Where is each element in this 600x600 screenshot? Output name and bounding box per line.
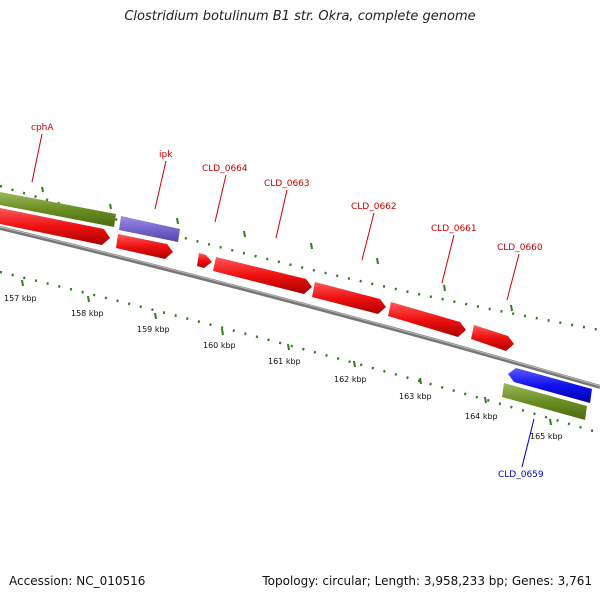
ruler-tick-label: 162 kbp: [334, 375, 367, 384]
ruler-tick-label: 157 kbp: [4, 294, 37, 303]
outer-major-tick: [443, 284, 446, 292]
gene-cphA-gene-bar[interactable]: [0, 192, 116, 227]
gene-cphA-cds-arrow[interactable]: [0, 208, 110, 245]
inner-tick-ring: [0, 270, 600, 435]
forward-features: [0, 192, 514, 351]
gene-label[interactable]: CLD_0662: [351, 202, 397, 212]
ruler-tick: [21, 279, 24, 287]
ruler-tick: [419, 377, 422, 385]
ruler-tick: [353, 360, 356, 368]
gene-label[interactable]: CLD_0660: [497, 243, 543, 253]
gene-label[interactable]: CLD_0659: [498, 470, 544, 480]
ruler-tick: [221, 328, 224, 336]
gene-ipk-cds-arrow[interactable]: [116, 234, 173, 259]
outer-major-tick: [243, 230, 246, 238]
gene-CLD_0660-cds-arrow[interactable]: [471, 325, 514, 351]
gene-CLD_0663-cds-arrow[interactable]: [312, 282, 386, 314]
ruler-tick: [484, 396, 487, 404]
ruler-tick-label: 160 kbp: [203, 341, 236, 350]
gene-label-leader: [275, 189, 288, 239]
ruler-tick-label: 164 kbp: [465, 412, 498, 421]
ruler-tick-label: 158 kbp: [71, 309, 104, 318]
gene-ipk-rna-bar[interactable]: [119, 216, 180, 242]
gene-CLD_0664-cds-arrow[interactable]: [213, 257, 312, 294]
ruler-tick-label: 165 kbp: [530, 432, 563, 441]
outer-major-tick: [376, 257, 379, 265]
outer-major-tick: [109, 203, 112, 210]
outer-major-tick: [310, 242, 313, 250]
gene-label[interactable]: cphA: [31, 123, 54, 133]
gene-label-leader: [506, 253, 520, 301]
accession-label: Accession: NC_010516: [9, 574, 146, 588]
genome-summary-label: Topology: circular; Length: 3,958,233 bp…: [262, 574, 592, 588]
gene-label[interactable]: CLD_0664: [202, 164, 248, 174]
ruler-tick-label: 159 kbp: [137, 325, 170, 334]
gene-label-leader: [154, 160, 167, 210]
outer-major-tick: [41, 186, 44, 193]
ruler-tick: [287, 343, 290, 351]
genome-title: Clostridium botulinum B1 str. Okra, comp…: [124, 9, 476, 24]
ruler-tick-label: 163 kbp: [399, 392, 432, 401]
ruler-tick: [549, 418, 552, 426]
ruler-major-ticks: 157 kbp 158 kbp 159 kbp 160 kbp 161 kbp 162 k…: [4, 279, 563, 441]
outer-major-tick: [510, 304, 513, 312]
reverse-features: [502, 368, 592, 420]
ruler-tick-label: 161 kbp: [268, 357, 301, 366]
gene-label[interactable]: CLD_0663: [264, 179, 310, 189]
gene-CLD_0662-cds-arrow[interactable]: [388, 302, 466, 337]
gene-label-leader: [31, 133, 43, 183]
ruler-tick: [154, 312, 157, 320]
gene-CLD_0659-gene-bar[interactable]: [502, 383, 587, 420]
gene-label[interactable]: CLD_0661: [431, 224, 477, 234]
gene-fragment-cds-arrow[interactable]: [197, 253, 212, 268]
genome-backbone: [0, 226, 600, 389]
ruler-tick: [87, 295, 90, 303]
gene-label-leader: [521, 418, 535, 468]
gene-label-leader: [441, 234, 455, 284]
outer-major-ticks: [41, 186, 513, 312]
outer-major-tick: [176, 217, 179, 225]
gene-labels: cphA ipk CLD_0664 CLD_0663 CLD_0662 CLD_0661 C…: [31, 123, 544, 480]
gene-label[interactable]: ipk: [159, 150, 173, 160]
gene-label-leader: [214, 174, 227, 223]
genome-backbone-highlight: [0, 226, 600, 387]
gene-label-leader: [361, 212, 375, 261]
gene-CLD_0659-cds-arrow[interactable]: [508, 368, 592, 403]
